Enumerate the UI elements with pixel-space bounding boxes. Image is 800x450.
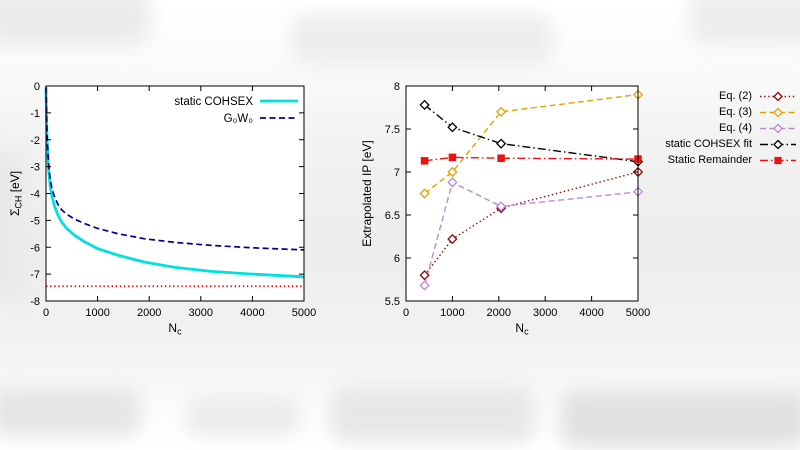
y-tick-label: 7 bbox=[394, 167, 400, 179]
legend-item: Eq. (4) bbox=[719, 122, 798, 135]
x-tick-label: 3000 bbox=[189, 307, 213, 319]
marker-square bbox=[497, 154, 505, 162]
ticks bbox=[405, 85, 639, 302]
legend-item-label: Eq. (2) bbox=[718, 90, 752, 102]
x-tick-label: 5000 bbox=[292, 307, 316, 319]
legend-sample bbox=[760, 156, 796, 165]
marker-diamond bbox=[773, 91, 783, 102]
x-tick-label: 1000 bbox=[85, 307, 109, 319]
series-eq-2- bbox=[424, 171, 639, 276]
legend-item-label: G₀W₀ bbox=[224, 113, 254, 125]
plot-area bbox=[46, 86, 304, 301]
y-axis-label: ΣCH [eV] bbox=[8, 171, 24, 216]
marker-diamond bbox=[419, 280, 430, 291]
marker-diamond bbox=[419, 99, 430, 111]
legend-sample bbox=[760, 107, 796, 118]
legend-item-label: Static Remainder bbox=[667, 154, 752, 166]
legend-item-label: static COHSEX bbox=[174, 96, 253, 108]
background-blob bbox=[688, 0, 800, 44]
y-tick-label: -2 bbox=[30, 135, 40, 147]
sigma-ch-chart: 0 1000 2000 3000 4000 5000 0 -1 -2 -3 -4 -5 -6 -7 -8 Nc… bbox=[8, 81, 316, 337]
legend-item-label: static COHSEX fit bbox=[665, 138, 752, 150]
series-group bbox=[419, 89, 644, 291]
legend-item-label: Eq. (3) bbox=[718, 106, 752, 118]
y-tick-label: -5 bbox=[30, 215, 40, 227]
marker-diamond bbox=[496, 201, 507, 212]
y-tick-label: 0 bbox=[34, 81, 40, 93]
marker-diamond bbox=[496, 106, 507, 117]
x-tick-label: 0 bbox=[403, 307, 409, 319]
marker-square bbox=[448, 153, 457, 162]
marker-diamond bbox=[773, 139, 783, 150]
marker-diamond bbox=[496, 138, 507, 149]
background-blob bbox=[0, 0, 150, 46]
y-tick-label: -4 bbox=[30, 189, 40, 201]
y-tick-label: -1 bbox=[30, 108, 40, 120]
x-tick-label: 1000 bbox=[440, 307, 464, 319]
series-static-cohsex bbox=[44, 87, 305, 279]
legend-sample bbox=[760, 139, 796, 150]
y-tick-label: 6.5 bbox=[385, 210, 400, 222]
x-tick-label: 3000 bbox=[533, 307, 557, 319]
background-blob bbox=[560, 390, 800, 448]
axis-border bbox=[405, 85, 639, 302]
background-blob bbox=[185, 396, 300, 436]
ticks bbox=[45, 85, 305, 302]
y-tick-label: -6 bbox=[30, 242, 40, 254]
marker-diamond bbox=[447, 177, 458, 188]
legend-item: Eq. (2) bbox=[719, 90, 798, 103]
marker-square bbox=[420, 157, 429, 165]
x-tick-label: 2000 bbox=[137, 307, 161, 319]
background-blob bbox=[0, 388, 140, 436]
marker-diamond bbox=[447, 122, 458, 133]
x-tick-label: 2000 bbox=[487, 307, 511, 319]
background-blob bbox=[330, 386, 535, 442]
extrapolated-ip-chart: 0 1000 2000 3000 4000 5000 5.5 6 6.5 7 7.5 8 Nc Extra… bbox=[360, 81, 650, 337]
series-group bbox=[44, 87, 305, 279]
x-tick-label: 4000 bbox=[240, 307, 264, 319]
x-axis-label: Nc bbox=[168, 321, 182, 337]
marker-diamond bbox=[447, 166, 458, 178]
marker-diamond bbox=[773, 123, 783, 134]
y-tick-label: 5.5 bbox=[385, 296, 400, 308]
series-g-w- bbox=[45, 87, 305, 251]
x-tick-label: 4000 bbox=[579, 307, 603, 319]
y-tick-label: -7 bbox=[30, 269, 40, 281]
marker-diamond bbox=[773, 107, 783, 118]
background-blob bbox=[292, 14, 552, 66]
marker-diamond bbox=[419, 188, 430, 199]
legend-item-label: Eq. (4) bbox=[718, 122, 752, 134]
legend-item: static COHSEX fit bbox=[665, 138, 798, 151]
legend-sample bbox=[760, 91, 796, 102]
x-tick-label: 5000 bbox=[626, 307, 650, 319]
y-tick-label: -3 bbox=[30, 162, 40, 174]
series-eq-3- bbox=[424, 93, 639, 195]
marker-square bbox=[774, 156, 782, 165]
marker-diamond bbox=[419, 270, 430, 281]
y-tick-label: 7.5 bbox=[385, 124, 400, 136]
x-axis-label: Nc bbox=[515, 321, 529, 337]
legend-sample bbox=[760, 123, 796, 134]
extrapolated-ip-chart-panel: 0 1000 2000 3000 4000 5000 5.5 6 6.5 7 7.5 8 Nc Extra… bbox=[358, 78, 650, 348]
y-tick-label: -8 bbox=[30, 296, 40, 308]
plot-area bbox=[406, 86, 638, 301]
sigma-ch-chart-panel: 0 1000 2000 3000 4000 5000 0 -1 -2 -3 -4 -5 -6 -7 -8 Nc… bbox=[6, 78, 318, 348]
y-tick-label: 6 bbox=[394, 253, 400, 265]
background-blob bbox=[0, 150, 27, 300]
series-static-remainder bbox=[424, 156, 639, 162]
legend-item: Eq. (3) bbox=[719, 106, 798, 119]
ip-chart-legend: Eq. (2) Eq. (3) Eq. (4) static COHSEX fit St… bbox=[642, 90, 798, 167]
series-eq-4- bbox=[423, 181, 639, 286]
x-tick-label: 0 bbox=[43, 307, 49, 319]
legend-item: Static Remainder bbox=[668, 154, 798, 167]
marker-diamond bbox=[447, 233, 458, 245]
series-static-cohsex-fit bbox=[424, 104, 639, 163]
y-tick-label: 8 bbox=[394, 81, 400, 93]
y-axis-label: Extrapolated IP [eV] bbox=[360, 140, 374, 247]
